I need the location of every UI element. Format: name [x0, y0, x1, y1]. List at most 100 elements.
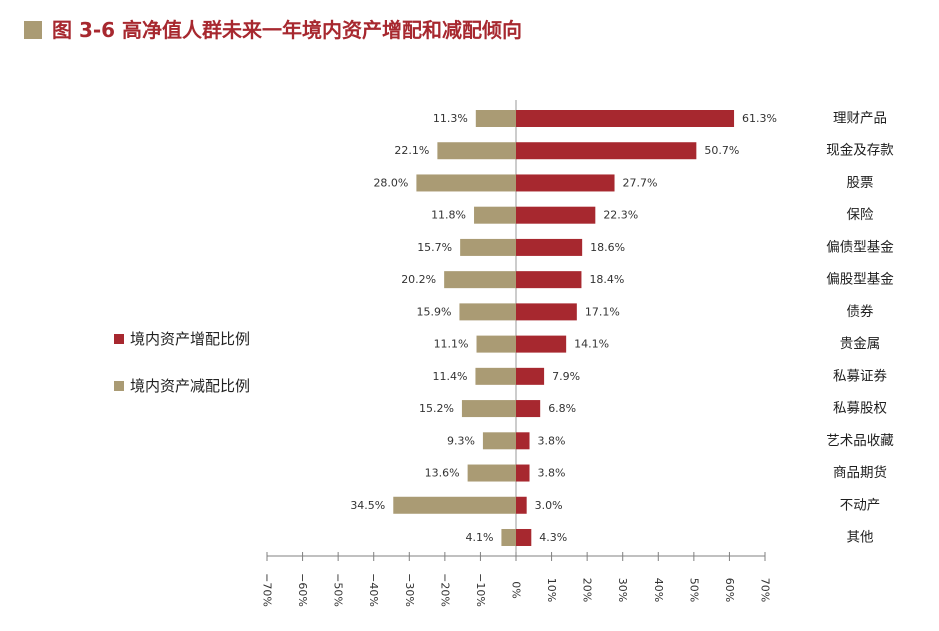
x-tick-label-1: −70%: [261, 573, 274, 607]
bar-decrease-5: [460, 238, 516, 256]
legend-item-increase: 境内资产增配比例: [114, 330, 250, 348]
x-tick-label-4: −40%: [367, 573, 380, 607]
value-label-increase-10: 6.8%: [548, 402, 576, 415]
bar-decrease-6: [444, 271, 516, 289]
category-label-10: 私募股权: [833, 400, 887, 417]
bar-decrease-10: [461, 400, 516, 418]
bar-decrease-9: [475, 367, 516, 385]
x-tick-label-8: 0%: [510, 581, 523, 598]
value-label-decrease-9: 11.4%: [432, 370, 467, 383]
value-label-increase-14: 4.3%: [539, 531, 567, 544]
value-label-increase-2: 50.7%: [704, 144, 739, 157]
category-label-12: 商品期货: [833, 464, 887, 481]
value-label-decrease-8: 11.1%: [434, 338, 469, 351]
value-label-increase-6: 18.4%: [589, 273, 624, 286]
bar-increase-4: [516, 206, 596, 224]
category-label-7: 债券: [847, 304, 875, 320]
category-label-5: 偏债型基金: [826, 238, 894, 255]
category-label-8: 贵金属: [840, 336, 881, 352]
value-label-increase-8: 14.1%: [574, 338, 609, 351]
value-label-increase-13: 3.0%: [535, 499, 563, 512]
value-label-decrease-2: 22.1%: [394, 144, 429, 157]
legend-swatch-increase: [114, 334, 124, 344]
bar-increase-12: [516, 464, 530, 482]
value-label-increase-3: 27.7%: [623, 176, 658, 189]
bar-increase-2: [516, 142, 697, 160]
category-label-4: 保险: [847, 207, 875, 223]
value-label-increase-5: 18.6%: [590, 241, 625, 254]
value-label-decrease-1: 11.3%: [433, 112, 468, 125]
value-label-decrease-4: 11.8%: [431, 209, 466, 222]
x-tick-label-13: 50%: [687, 578, 700, 602]
category-label-9: 私募证券: [833, 368, 887, 384]
value-label-increase-11: 3.8%: [538, 434, 566, 447]
category-label-11: 艺术品收藏: [826, 433, 894, 449]
bar-increase-13: [516, 496, 527, 514]
bar-increase-8: [516, 335, 567, 353]
bar-decrease-8: [476, 335, 516, 353]
legend-item-decrease: 境内资产减配比例: [114, 377, 250, 395]
value-label-decrease-13: 34.5%: [350, 499, 385, 512]
category-label-13: 不动产: [840, 497, 881, 513]
value-labels-group: 61.3% 50.7% 27.7% 22.3% 18.6% 18.4% 17.1% 14.1%…: [350, 112, 777, 544]
x-tick-label-2: −60%: [296, 573, 309, 607]
bar-increase-3: [516, 174, 615, 192]
bar-decrease-12: [467, 464, 516, 482]
value-label-increase-7: 17.1%: [585, 305, 620, 318]
category-label-3: 股票: [847, 175, 874, 191]
chart-title: 图 3-6 高净值人群未来一年境内资产增配和减配倾向: [52, 18, 522, 42]
x-tick-label-9: 10%: [545, 578, 558, 602]
value-label-decrease-7: 15.9%: [416, 305, 451, 318]
title-marker: [24, 21, 42, 39]
value-label-increase-4: 22.3%: [603, 209, 638, 222]
category-label-14: 其他: [847, 529, 874, 545]
bar-increase-10: [516, 400, 541, 418]
x-tick-label-7: −10%: [474, 573, 487, 607]
bar-decrease-7: [459, 303, 516, 321]
bar-increase-9: [516, 367, 545, 385]
x-tick-label-5: −30%: [403, 573, 416, 607]
value-label-increase-12: 3.8%: [538, 467, 566, 480]
bar-decrease-11: [482, 432, 516, 450]
bar-increase-5: [516, 238, 583, 256]
bar-decrease-3: [416, 174, 516, 192]
value-label-decrease-10: 15.2%: [419, 402, 454, 415]
value-label-decrease-12: 13.6%: [425, 467, 460, 480]
x-tick-label-14: 60%: [723, 578, 736, 602]
x-ticks-group: −70% −60% −50% −40% −30% −20% −10% 0% 10% 20% 30% 4…: [261, 552, 772, 607]
value-label-increase-9: 7.9%: [552, 370, 580, 383]
bar-decrease-4: [474, 206, 516, 224]
x-tick-label-11: 30%: [616, 578, 629, 602]
bar-decrease-14: [501, 528, 516, 546]
x-tick-label-6: −20%: [438, 573, 451, 607]
legend: 境内资产增配比例 境内资产减配比例: [114, 330, 250, 395]
category-label-2: 现金及存款: [826, 143, 894, 159]
x-tick-label-15: 70%: [759, 578, 772, 602]
bar-increase-11: [516, 432, 530, 450]
bar-decrease-2: [437, 142, 516, 160]
value-label-increase-1: 61.3%: [742, 112, 777, 125]
category-label-1: 理财产品: [833, 111, 887, 127]
legend-label-increase: 境内资产增配比例: [130, 330, 250, 348]
bar-increase-1: [516, 110, 735, 127]
legend-label-decrease: 境内资产减配比例: [130, 377, 250, 395]
x-tick-label-12: 40%: [652, 578, 665, 602]
bar-decrease-1: [475, 110, 516, 127]
value-label-decrease-6: 20.2%: [401, 273, 436, 286]
bar-decrease-13: [393, 496, 516, 514]
bars-group: [393, 110, 735, 546]
category-labels-group: 理财产品现金及存款股票保险偏债型基金偏股型基金债券贵金属私募证券私募股权艺术品收…: [826, 111, 894, 546]
category-label-6: 偏股型基金: [826, 271, 894, 288]
x-tick-label-10: 20%: [581, 578, 594, 602]
value-label-decrease-11: 9.3%: [447, 434, 475, 447]
bar-increase-7: [516, 303, 577, 321]
bar-increase-14: [516, 528, 532, 546]
x-tick-label-3: −50%: [332, 573, 345, 607]
legend-swatch-decrease: [114, 381, 124, 391]
bar-increase-6: [516, 271, 582, 289]
value-label-decrease-14: 4.1%: [465, 531, 493, 544]
value-label-decrease-5: 15.7%: [417, 241, 452, 254]
value-label-decrease-3: 28.0%: [373, 176, 408, 189]
